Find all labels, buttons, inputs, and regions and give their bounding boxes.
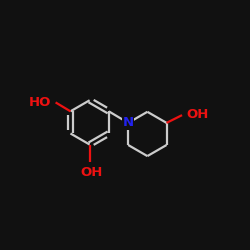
Text: N: N bbox=[123, 116, 134, 130]
Text: OH: OH bbox=[80, 166, 103, 179]
Text: OH: OH bbox=[187, 108, 209, 121]
Text: HO: HO bbox=[28, 96, 51, 109]
